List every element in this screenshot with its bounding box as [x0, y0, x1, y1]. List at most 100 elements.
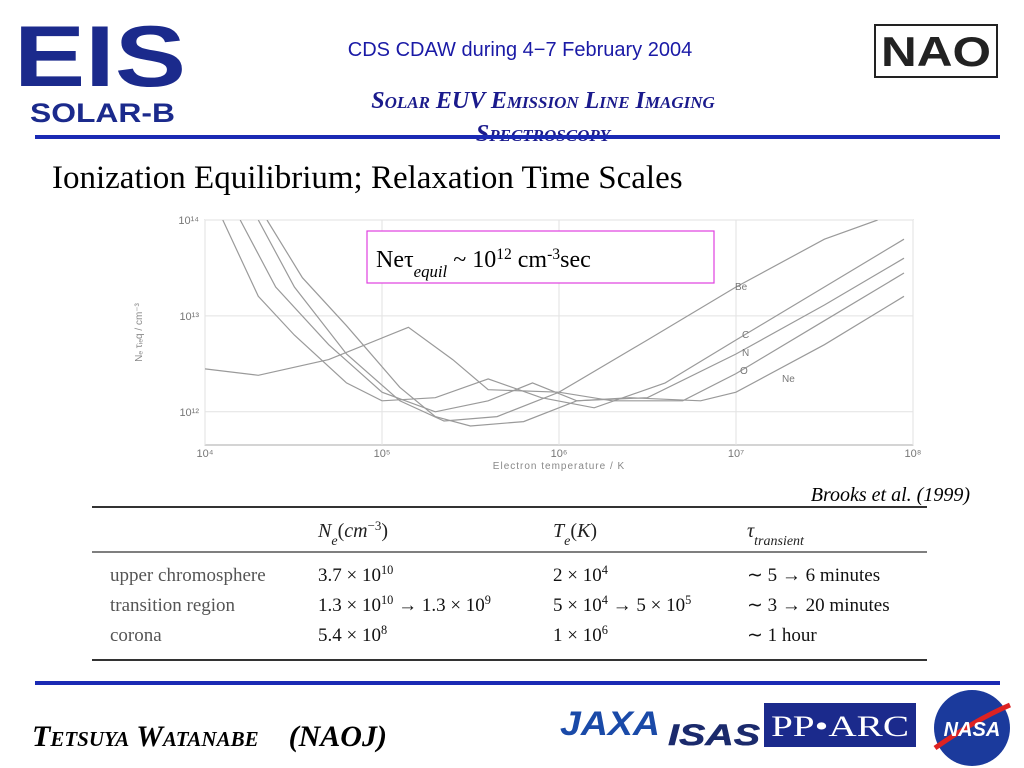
text-run: e — [331, 534, 337, 549]
text-run: corona — [110, 625, 162, 646]
table-cell: transition region — [110, 595, 236, 616]
text-run: cm — [344, 520, 367, 542]
text-run: sec — [560, 247, 591, 273]
logo-isas: ISAS — [668, 719, 760, 752]
table-cell: 2 × 104 — [553, 563, 608, 586]
text-run: e — [564, 534, 570, 549]
text-run: ( — [338, 520, 345, 542]
x-tick-label: 10⁶ — [551, 448, 568, 460]
logo-eis: EIS — [14, 9, 186, 105]
text-run: cm — [512, 247, 548, 273]
series-line — [222, 220, 905, 409]
text-run: 5 × 10 — [553, 595, 602, 616]
table-cell: ∼ 1 hour — [747, 625, 817, 646]
text-run: ) — [590, 520, 597, 542]
table-header-cell: Ne(cm−3) — [317, 518, 388, 549]
text-run: 4 — [602, 593, 608, 607]
text-run: −3 — [368, 518, 382, 533]
text-run: 1.3 × 10 — [318, 595, 381, 616]
text-run: -3 — [547, 246, 560, 263]
logo-pparc: PP•ARC — [771, 710, 909, 743]
series-label: Be — [735, 282, 748, 293]
series-line — [266, 220, 905, 427]
citation: Brooks et al. (1999) — [811, 484, 971, 506]
y-tick-label: 10¹² — [179, 407, 199, 419]
text-run: Neτ — [376, 247, 414, 273]
logo-nao: NAO — [881, 28, 991, 75]
series-line — [257, 220, 905, 422]
logo-solar-b: SOLAR-B — [30, 98, 175, 128]
series-line — [239, 220, 905, 413]
series-label: O — [740, 366, 748, 377]
series-label: C — [742, 330, 749, 341]
annotation: Neτequil ~ 1012 cm-3sec — [376, 246, 591, 281]
text-run: upper chromosphere — [110, 565, 266, 586]
logo-nasa-swoosh — [933, 702, 1011, 751]
y-tick-label: 10¹³ — [179, 311, 199, 323]
x-tick-label: 10⁸ — [905, 448, 922, 460]
series-line — [205, 220, 878, 393]
text-run: K — [576, 520, 592, 542]
x-tick-label: 10⁵ — [374, 448, 391, 460]
text-run: transition region — [110, 595, 236, 616]
table-cell: upper chromosphere — [110, 565, 266, 586]
table-cell: 5.4 × 108 — [318, 623, 387, 646]
text-run: 2 × 10 — [553, 565, 602, 586]
logo-nasa: NASA — [944, 719, 1001, 741]
series-label: Ne — [782, 374, 795, 385]
subtitle-line: Spectroscopy — [476, 121, 612, 147]
text-run: 10 — [381, 593, 393, 607]
table-header-cell: τtransient — [747, 520, 805, 549]
text-run: transient — [754, 534, 805, 549]
text-run: ∼ 3 → 20 minutes — [747, 595, 890, 616]
text-run: 12 — [496, 246, 512, 263]
subtitle-line: Solar EUV Emission Line Imaging — [371, 88, 715, 114]
chart: 10⁴ 10⁵ 10⁶ 10⁷ 10⁸ 10¹² 10¹³ 10¹⁴ Electron temp… — [134, 215, 921, 472]
text-run: 6 — [602, 623, 608, 637]
text-run: ) — [381, 520, 388, 542]
table-cell: corona — [110, 625, 162, 646]
table-cell: ∼ 5 → 6 minutes — [747, 565, 880, 586]
text-run: ∼ 1 hour — [747, 625, 817, 646]
text-run: equil — [414, 262, 448, 281]
text-run: 5 — [685, 593, 691, 607]
table-cell: 1 × 106 — [553, 623, 608, 646]
text-run: → 5 × 10 — [608, 595, 685, 616]
text-run: 9 — [485, 593, 491, 607]
x-tick-label: 10⁴ — [197, 448, 214, 460]
table-cell: 1.3 × 1010 → 1.3 × 109 — [318, 593, 491, 616]
logo-jaxa: JAXA — [560, 705, 660, 743]
event-line: CDS CDAW during 4−7 February 2004 — [348, 39, 692, 61]
text-run: 4 — [602, 563, 608, 577]
table-header-cell: Te(K) — [553, 520, 597, 549]
text-run: ∼ 5 → 6 minutes — [747, 565, 880, 586]
y-axis-title: Nₑ τᵢₑq / cm⁻³ — [134, 302, 145, 361]
text-run: 3.7 × 10 — [318, 565, 381, 586]
logo-nasa-disc — [934, 690, 1010, 766]
text-run: → 1.3 × 10 — [393, 595, 484, 616]
y-tick-label: 10¹⁴ — [178, 215, 199, 227]
text-run: ~ 10 — [447, 247, 496, 273]
text-run: τ — [747, 520, 755, 542]
text-run: 5.4 × 10 — [318, 625, 381, 646]
table-cell: 3.7 × 1010 — [318, 563, 393, 586]
text-run: 10 — [381, 563, 393, 577]
annotation-box — [366, 230, 715, 284]
text-run: N — [317, 520, 333, 542]
table-cell: ∼ 3 → 20 minutes — [747, 595, 890, 616]
text-run: T — [553, 520, 566, 542]
table-cell: 5 × 104 → 5 × 105 — [553, 593, 691, 616]
x-axis-title: Electron temperature / K — [493, 461, 625, 472]
x-tick-label: 10⁷ — [728, 448, 744, 460]
logo-pparc-box — [764, 703, 916, 747]
logo-nao-box — [874, 24, 998, 78]
text-run: ( — [570, 520, 577, 542]
text-run: 1 × 10 — [553, 625, 602, 646]
text-run: 8 — [381, 623, 387, 637]
author: Tetsuya Watanabe (NAOJ) — [32, 720, 387, 753]
series-label: N — [742, 348, 749, 359]
slide-title: Ionization Equilibrium; Relaxation Time … — [52, 160, 683, 196]
